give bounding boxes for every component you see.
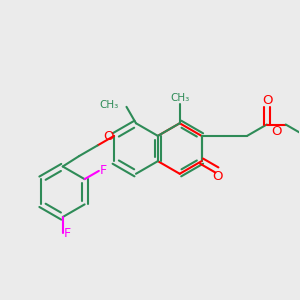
Text: O: O: [103, 130, 114, 143]
Text: F: F: [64, 227, 71, 240]
Text: CH₃: CH₃: [100, 100, 119, 110]
Text: O: O: [212, 170, 223, 183]
Text: O: O: [262, 94, 272, 107]
Text: CH₃: CH₃: [170, 93, 189, 103]
Text: F: F: [100, 164, 107, 177]
Text: O: O: [271, 124, 281, 138]
